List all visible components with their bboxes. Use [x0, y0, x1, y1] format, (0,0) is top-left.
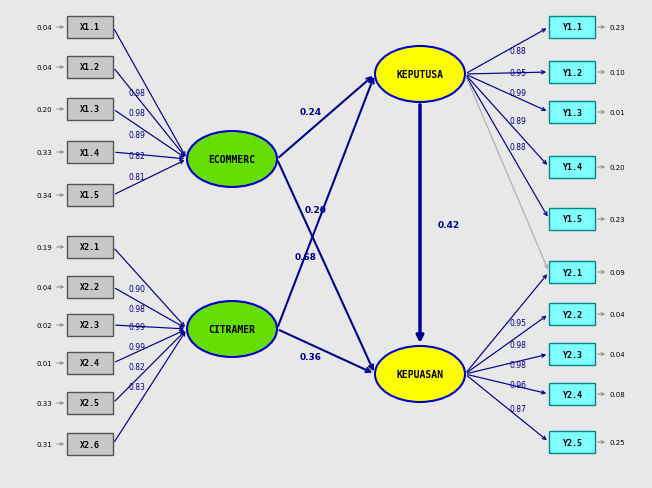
Text: 0.82: 0.82 — [128, 152, 145, 161]
Text: 0.98: 0.98 — [128, 89, 145, 98]
Ellipse shape — [187, 132, 277, 187]
FancyBboxPatch shape — [549, 17, 595, 39]
FancyBboxPatch shape — [549, 102, 595, 124]
Text: 0.99: 0.99 — [128, 342, 145, 351]
Text: X1.5: X1.5 — [80, 191, 100, 200]
Text: 0.95: 0.95 — [509, 69, 526, 79]
FancyBboxPatch shape — [67, 276, 113, 298]
Text: X2.1: X2.1 — [80, 243, 100, 252]
Text: ECOMMERC: ECOMMERC — [209, 155, 256, 164]
Text: 0.98: 0.98 — [128, 304, 145, 313]
Text: 0.89: 0.89 — [128, 130, 145, 139]
FancyBboxPatch shape — [67, 184, 113, 206]
Text: 0.01: 0.01 — [610, 110, 626, 116]
FancyBboxPatch shape — [549, 157, 595, 179]
Text: X1.2: X1.2 — [80, 63, 100, 72]
Text: 0.95: 0.95 — [509, 319, 526, 328]
Text: 0.83: 0.83 — [128, 382, 145, 391]
Text: X2.5: X2.5 — [80, 399, 100, 407]
FancyBboxPatch shape — [549, 343, 595, 365]
Text: 0.96: 0.96 — [509, 380, 526, 389]
Text: X1.4: X1.4 — [80, 148, 100, 157]
Text: 0.99: 0.99 — [128, 323, 145, 332]
Text: 0.33: 0.33 — [37, 400, 52, 406]
Text: 0.34: 0.34 — [37, 193, 52, 199]
Text: KEPUTUSA: KEPUTUSA — [396, 70, 443, 80]
FancyBboxPatch shape — [67, 57, 113, 79]
FancyBboxPatch shape — [549, 208, 595, 230]
Text: 0.25: 0.25 — [610, 439, 625, 445]
Text: X2.6: X2.6 — [80, 440, 100, 448]
Text: Y1.5: Y1.5 — [562, 215, 582, 224]
Text: 0.04: 0.04 — [37, 285, 52, 290]
FancyBboxPatch shape — [67, 17, 113, 39]
Text: 0.82: 0.82 — [128, 362, 145, 371]
Text: 0.89: 0.89 — [509, 117, 526, 126]
FancyBboxPatch shape — [67, 392, 113, 414]
Text: X2.3: X2.3 — [80, 321, 100, 330]
FancyBboxPatch shape — [67, 142, 113, 163]
Ellipse shape — [187, 302, 277, 357]
Text: 0.87: 0.87 — [509, 404, 526, 413]
Text: 0.98: 0.98 — [509, 340, 526, 349]
Text: Y2.5: Y2.5 — [562, 438, 582, 447]
Text: 0.04: 0.04 — [610, 351, 626, 357]
Text: X1.1: X1.1 — [80, 23, 100, 32]
Text: 0.90: 0.90 — [128, 284, 145, 293]
Text: Y2.4: Y2.4 — [562, 390, 582, 399]
Text: X2.4: X2.4 — [80, 359, 100, 368]
Text: 0.33: 0.33 — [37, 150, 52, 156]
Ellipse shape — [375, 346, 465, 402]
Text: 0.68: 0.68 — [295, 252, 317, 262]
Text: 0.88: 0.88 — [509, 142, 526, 152]
Text: Y1.4: Y1.4 — [562, 163, 582, 172]
Text: 0.01: 0.01 — [37, 360, 52, 366]
Text: Y2.1: Y2.1 — [562, 268, 582, 277]
Text: 0.04: 0.04 — [37, 65, 52, 71]
Text: Y1.2: Y1.2 — [562, 68, 582, 77]
Text: 0.81: 0.81 — [128, 173, 145, 182]
Text: 0.20: 0.20 — [37, 107, 52, 113]
Text: 0.10: 0.10 — [610, 70, 626, 76]
FancyBboxPatch shape — [549, 431, 595, 453]
FancyBboxPatch shape — [549, 62, 595, 84]
Text: 0.04: 0.04 — [37, 25, 52, 31]
Text: 0.42: 0.42 — [438, 220, 460, 229]
Text: 0.24: 0.24 — [300, 108, 322, 117]
FancyBboxPatch shape — [67, 352, 113, 374]
Text: X2.2: X2.2 — [80, 283, 100, 292]
Text: Y1.1: Y1.1 — [562, 23, 582, 32]
Text: Y2.2: Y2.2 — [562, 310, 582, 319]
FancyBboxPatch shape — [549, 262, 595, 284]
Text: 0.08: 0.08 — [610, 391, 626, 397]
FancyBboxPatch shape — [67, 237, 113, 259]
Text: 0.88: 0.88 — [509, 47, 526, 56]
Text: 0.23: 0.23 — [610, 217, 626, 223]
Text: 0.09: 0.09 — [610, 269, 626, 275]
Text: 0.20: 0.20 — [610, 164, 626, 171]
Text: 0.04: 0.04 — [610, 311, 626, 317]
Ellipse shape — [375, 47, 465, 103]
Text: Y2.3: Y2.3 — [562, 350, 582, 359]
Text: X1.3: X1.3 — [80, 105, 100, 114]
Text: 0.31: 0.31 — [37, 441, 52, 447]
Text: 0.19: 0.19 — [37, 244, 52, 250]
Text: 0.36: 0.36 — [300, 352, 322, 361]
FancyBboxPatch shape — [549, 383, 595, 405]
Text: 0.98: 0.98 — [128, 109, 145, 118]
FancyBboxPatch shape — [549, 304, 595, 325]
Text: KEPUASAN: KEPUASAN — [396, 369, 443, 379]
Text: Y1.3: Y1.3 — [562, 108, 582, 117]
Text: 0.98: 0.98 — [509, 360, 526, 369]
FancyBboxPatch shape — [67, 433, 113, 455]
FancyBboxPatch shape — [67, 314, 113, 336]
Text: 0.99: 0.99 — [509, 89, 526, 98]
FancyBboxPatch shape — [67, 99, 113, 121]
Text: 0.23: 0.23 — [610, 25, 626, 31]
Text: 0.02: 0.02 — [37, 323, 52, 328]
Text: CITRAMER: CITRAMER — [209, 325, 256, 334]
Text: 0.20: 0.20 — [305, 205, 327, 215]
